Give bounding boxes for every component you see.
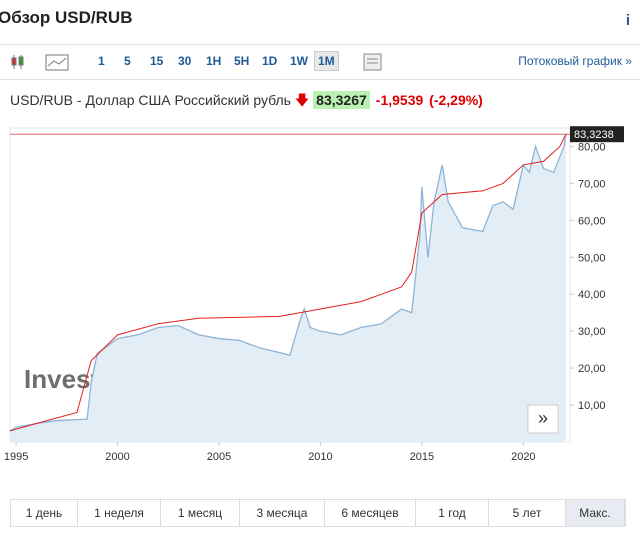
toolbar-icons[interactable] (10, 52, 100, 72)
range-bar: 1 день 1 неделя 1 месяц 3 месяца 6 месяцев 1 … (10, 499, 626, 527)
line (9, 134, 567, 432)
chart: 10,00 20,00 30,00 40,00 50,00 60,00 70,00 80,00… (4, 126, 624, 463)
line (9, 134, 567, 432)
y-tick-label: 20,00 (578, 363, 606, 375)
x-tick-label: 2010 (308, 451, 332, 463)
range-button[interactable]: 5 лет (489, 500, 566, 526)
pair-name: USD/RUB - Доллар США Российский рубль (10, 92, 291, 108)
range-button[interactable]: Макс. (566, 500, 625, 526)
y-tick-label: 40,00 (578, 289, 606, 301)
x-tick-label: 2020 (511, 451, 535, 463)
price: 83,3267 (313, 91, 370, 109)
plot: 10,00 20,00 30,00 40,00 50,00 60,00 70,00 80,00… (4, 126, 624, 463)
x-tick-label: 2000 (105, 451, 129, 463)
toolbar: Потоковый график » 1 5 15 30 1H 5H 1D 1W 1M (0, 44, 640, 80)
range-button[interactable]: 1 неделя (78, 500, 161, 526)
interval-button[interactable]: 1H (206, 54, 222, 68)
interval-button[interactable]: 30 (178, 54, 192, 68)
y-tick-label: 60,00 (578, 215, 606, 227)
area (10, 134, 566, 442)
title: Обзор USD/RUB (0, 8, 133, 27)
scroll-button[interactable] (527, 404, 559, 434)
settings-icon[interactable] (362, 52, 384, 72)
quote: USD/RUB - Доллар США Российский рубль 🡇 … (10, 90, 483, 114)
streaming-link[interactable]: Потоковый график » (518, 54, 632, 68)
range-button[interactable]: 1 день (11, 500, 78, 526)
range-button[interactable]: 1 месяц (161, 500, 240, 526)
last-price-box (570, 126, 624, 143)
y-tick-label: 80,00 (578, 141, 606, 153)
interval-button[interactable]: 15 (150, 54, 164, 68)
y-tick-label: 50,00 (578, 252, 606, 264)
x-tick-label: 2015 (410, 451, 434, 463)
range-button[interactable]: 3 месяца (240, 500, 325, 526)
interval-button[interactable]: 5H (234, 54, 250, 68)
interval-button[interactable]: 1M (314, 51, 339, 71)
scroll-icon: » (538, 408, 548, 428)
interval-button[interactable]: 5 (124, 54, 131, 68)
change-percent: (-2,29%) (429, 92, 483, 108)
y-tick-label: 30,00 (578, 326, 606, 338)
interval-button[interactable]: 1D (262, 54, 278, 68)
info-button[interactable]: i (625, 12, 630, 29)
range-button[interactable]: 1 год (416, 500, 489, 526)
range-button[interactable]: 6 месяцев (325, 500, 416, 526)
x-tick-label: 2005 (207, 451, 231, 463)
y-tick-label: 10,00 (578, 400, 606, 412)
down-arrow: 🡇 (294, 92, 310, 108)
last-price-label: 83,3238 (574, 129, 614, 141)
y-tick-label: 70,00 (578, 178, 606, 190)
interval-button[interactable]: 1W (290, 54, 308, 68)
x-tick-label: 1995 (4, 451, 28, 463)
change: -1,9539 (375, 92, 424, 108)
interval-button[interactable]: 1 (98, 54, 105, 68)
